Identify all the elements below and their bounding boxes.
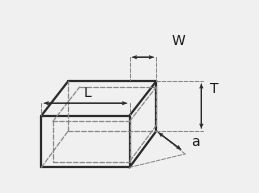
Text: L: L: [83, 86, 91, 100]
Text: T: T: [210, 82, 218, 96]
Text: a: a: [191, 135, 200, 149]
Text: W: W: [171, 34, 185, 48]
